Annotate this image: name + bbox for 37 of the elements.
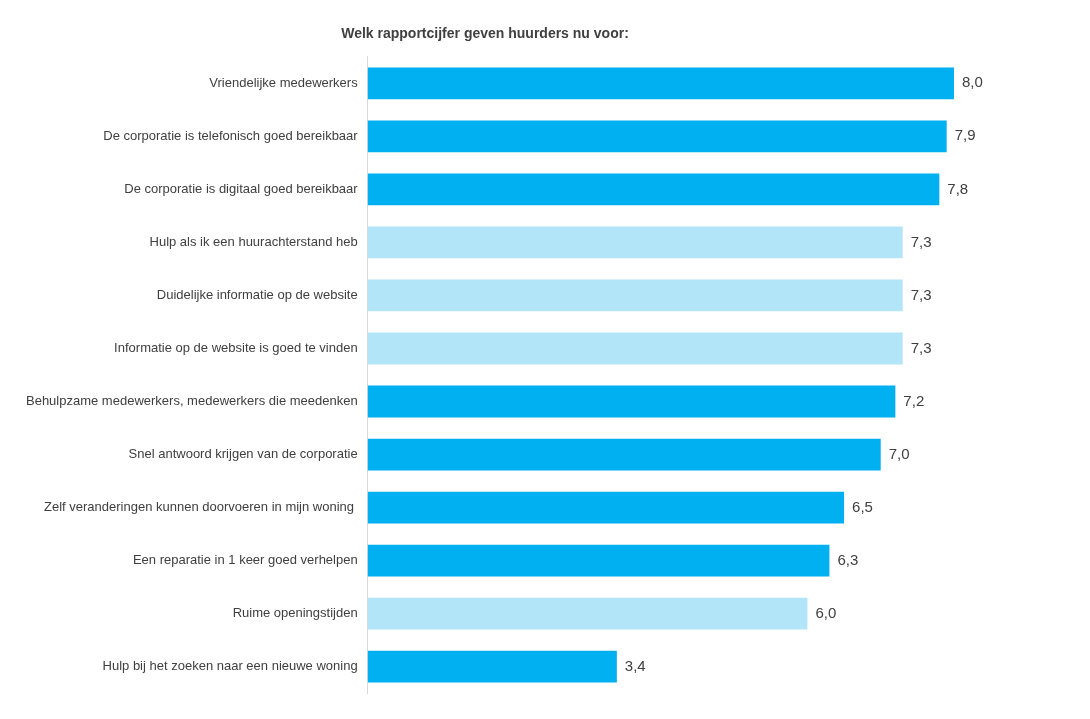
bar <box>367 438 881 471</box>
data-label: 7,3 <box>910 338 932 356</box>
y-tick-label: Behulpzame medewerkers, medewerkers die meedenken <box>25 393 358 409</box>
data-label: 7,3 <box>910 285 932 303</box>
data-label: 8,0 <box>962 73 983 91</box>
y-tick-label: De corporatie is digitaal goed bereikbaar <box>124 180 359 196</box>
y-tick-label: Een reparatie in 1 keer goed verhelpen <box>132 552 358 568</box>
y-tick-label: Zelf veranderingen kunnen doorvoeren in mijn woning <box>44 499 358 515</box>
data-label: 6,5 <box>852 497 873 515</box>
bar <box>367 279 903 312</box>
y-tick-label: Snel antwoord krijgen van de corporatie <box>128 446 358 462</box>
bar <box>367 173 940 206</box>
bar <box>367 544 830 577</box>
y-tick-label: Vriendelijke medewerkers <box>209 74 359 90</box>
bar <box>367 226 903 259</box>
y-tick-label: Hulp bij het zoeken naar een nieuwe woning <box>102 658 358 674</box>
y-tick-label: Duidelijke informatie op de website <box>156 287 358 303</box>
data-label: 7,2 <box>903 391 925 409</box>
y-tick-label: Hulp als ik een huurachterstand heb <box>149 233 358 249</box>
bar <box>367 385 896 418</box>
data-label: 3,4 <box>624 656 646 674</box>
data-label: 7,0 <box>888 444 910 462</box>
data-label: 7,8 <box>947 179 969 197</box>
y-tick-label: Informatie op de website is goed te vinden <box>114 340 358 356</box>
bar <box>367 332 903 365</box>
chart-title: Welk rapportcijfer geven huurders nu voor: <box>341 25 629 42</box>
bar <box>367 67 954 100</box>
bar <box>367 597 808 630</box>
data-label: 6,3 <box>837 550 859 568</box>
bar <box>367 650 617 683</box>
data-label: 7,3 <box>910 232 932 250</box>
bar <box>367 491 845 524</box>
data-label: 7,9 <box>954 126 976 144</box>
y-tick-label: De corporatie is telefonisch goed bereikbaar <box>103 127 359 143</box>
data-label: 6,0 <box>815 603 837 621</box>
y-tick-label: Ruime openingstijden <box>232 605 358 621</box>
bar <box>367 120 947 153</box>
